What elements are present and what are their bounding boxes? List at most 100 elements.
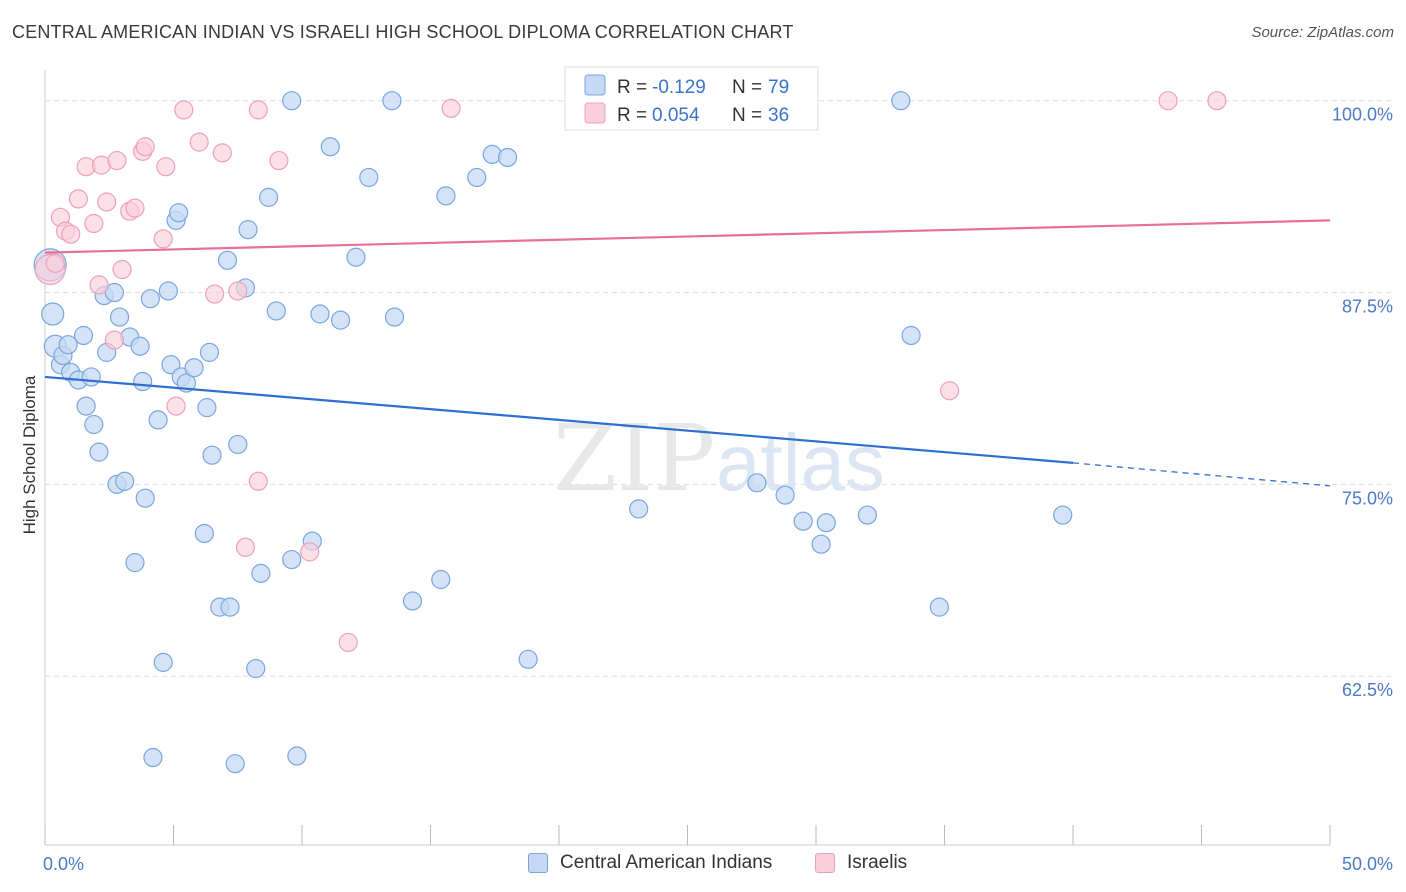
- data-point-central-american-indians: [346, 247, 366, 267]
- data-point-central-american-indians: [1053, 505, 1073, 525]
- data-point-central-american-indians: [816, 513, 836, 533]
- data-point-central-american-indians: [161, 355, 181, 375]
- data-point-central-american-indians: [320, 137, 340, 157]
- legend-r-value-pink: 0.054: [652, 105, 700, 126]
- legend-n-value-blue: 79: [768, 77, 789, 98]
- data-point-israelis: [45, 253, 65, 273]
- gridlines: [45, 100, 1393, 677]
- data-point-central-american-indians: [330, 310, 351, 330]
- data-point-central-american-indians: [431, 569, 451, 590]
- data-point-israelis: [189, 132, 209, 152]
- watermark-atlas: atlas: [716, 418, 885, 507]
- data-point-central-american-indians: [225, 754, 245, 774]
- data-point-israelis: [205, 284, 225, 304]
- data-point-central-american-indians: [238, 220, 258, 240]
- data-point-central-american-indians: [81, 367, 101, 387]
- trend-line-israelis: [44, 219, 1331, 254]
- data-point-central-american-indians: [41, 302, 65, 326]
- data-point-central-american-indians: [115, 471, 135, 491]
- stats-legend: R = -0.129 N = 79 R = 0.054 N = 36: [564, 66, 819, 131]
- trend-line-central-american-indians: [44, 375, 1074, 464]
- watermark-zip: ZIP: [553, 405, 715, 512]
- data-point-central-american-indians: [184, 358, 204, 378]
- data-point-central-american-indians: [310, 304, 330, 324]
- data-point-central-american-indians: [73, 325, 94, 346]
- data-point-israelis: [940, 381, 960, 401]
- legend-swatch-pink: [584, 102, 606, 124]
- data-point-central-american-indians: [747, 473, 767, 493]
- data-point-israelis: [107, 150, 127, 171]
- data-point-central-american-indians: [775, 485, 795, 505]
- data-point-central-american-indians: [228, 434, 248, 455]
- data-point-israelis: [97, 192, 117, 212]
- data-point-central-american-indians: [202, 445, 222, 465]
- trend-lines: [44, 219, 1331, 487]
- legend-item-israelis[interactable]: Israelis: [815, 852, 907, 874]
- data-point-central-american-indians: [199, 342, 220, 362]
- trend-line-extension-central-american-indians: [1072, 462, 1331, 487]
- data-point-central-american-indians: [143, 747, 163, 768]
- data-point-israelis: [248, 100, 268, 120]
- legend-r-label-blue: R =: [617, 77, 647, 98]
- data-point-central-american-indians: [629, 499, 649, 519]
- data-point-central-american-indians: [125, 553, 145, 573]
- data-point-israelis: [68, 189, 89, 209]
- legend-box: [564, 66, 819, 131]
- data-point-israelis: [166, 396, 186, 416]
- legend-label: Israelis: [847, 852, 908, 873]
- data-point-central-american-indians: [84, 414, 104, 435]
- source-label: Source: ZipAtlas.com: [1251, 24, 1394, 41]
- data-point-central-american-indians: [135, 488, 155, 508]
- data-point-central-american-indians: [158, 281, 178, 301]
- series-israelis: [34, 91, 1227, 653]
- data-point-central-american-indians: [282, 91, 302, 111]
- data-point-central-american-indians: [246, 658, 266, 679]
- data-point-central-american-indians: [359, 167, 379, 188]
- legend-r-label-pink: R =: [617, 105, 647, 126]
- data-point-israelis: [212, 143, 232, 163]
- data-point-israelis: [125, 198, 145, 218]
- data-point-central-american-indians: [58, 335, 78, 355]
- data-point-central-american-indians: [153, 652, 173, 672]
- y-tick-label: 62.5%: [1342, 680, 1393, 700]
- data-point-central-american-indians: [282, 549, 302, 570]
- legend-swatch: [528, 853, 548, 873]
- legend-n-value-pink: 36: [768, 105, 789, 126]
- data-point-central-american-indians: [194, 523, 214, 544]
- data-point-central-american-indians: [217, 250, 238, 270]
- data-point-central-american-indians: [793, 511, 813, 531]
- data-point-central-american-indians: [811, 534, 831, 554]
- legend-swatch: [815, 853, 835, 873]
- data-point-israelis: [1158, 91, 1178, 111]
- data-point-central-american-indians: [384, 307, 405, 327]
- y-tick-label: 75.0%: [1342, 488, 1393, 508]
- legend-item-central-american-indians[interactable]: Central American Indians: [528, 852, 772, 874]
- x-tick-labels: 0.0% 50.0%: [43, 854, 1393, 874]
- data-point-central-american-indians: [133, 371, 153, 392]
- data-point-israelis: [300, 542, 320, 562]
- y-tick-label: 87.5%: [1342, 297, 1393, 317]
- data-point-israelis: [235, 537, 256, 557]
- data-point-central-american-indians: [891, 91, 911, 111]
- data-point-central-american-indians: [140, 289, 160, 309]
- data-point-central-american-indians: [148, 410, 168, 430]
- x-tick-label-max: 50.0%: [1342, 854, 1393, 874]
- data-point-israelis: [248, 471, 268, 491]
- legend-r-value-blue: -0.129: [652, 77, 706, 98]
- data-point-central-american-indians: [89, 442, 109, 462]
- chart-title: CENTRAL AMERICAN INDIAN VS ISRAELI HIGH …: [12, 22, 794, 42]
- data-point-central-american-indians: [104, 282, 124, 303]
- data-point-central-american-indians: [251, 563, 271, 583]
- x-tick-label-min: 0.0%: [43, 854, 84, 874]
- y-axis-label: High School Diploma: [20, 375, 39, 534]
- data-point-central-american-indians: [482, 144, 502, 165]
- data-point-central-american-indians: [518, 649, 538, 669]
- data-point-central-american-indians: [220, 597, 240, 617]
- data-point-israelis: [153, 229, 173, 249]
- data-point-israelis: [441, 98, 461, 118]
- watermark: ZIP atlas: [553, 405, 885, 512]
- data-point-israelis: [228, 281, 248, 301]
- y-tick-label: 100.0%: [1332, 105, 1393, 125]
- data-point-central-american-indians: [436, 186, 456, 206]
- legend-swatch-blue: [584, 74, 606, 96]
